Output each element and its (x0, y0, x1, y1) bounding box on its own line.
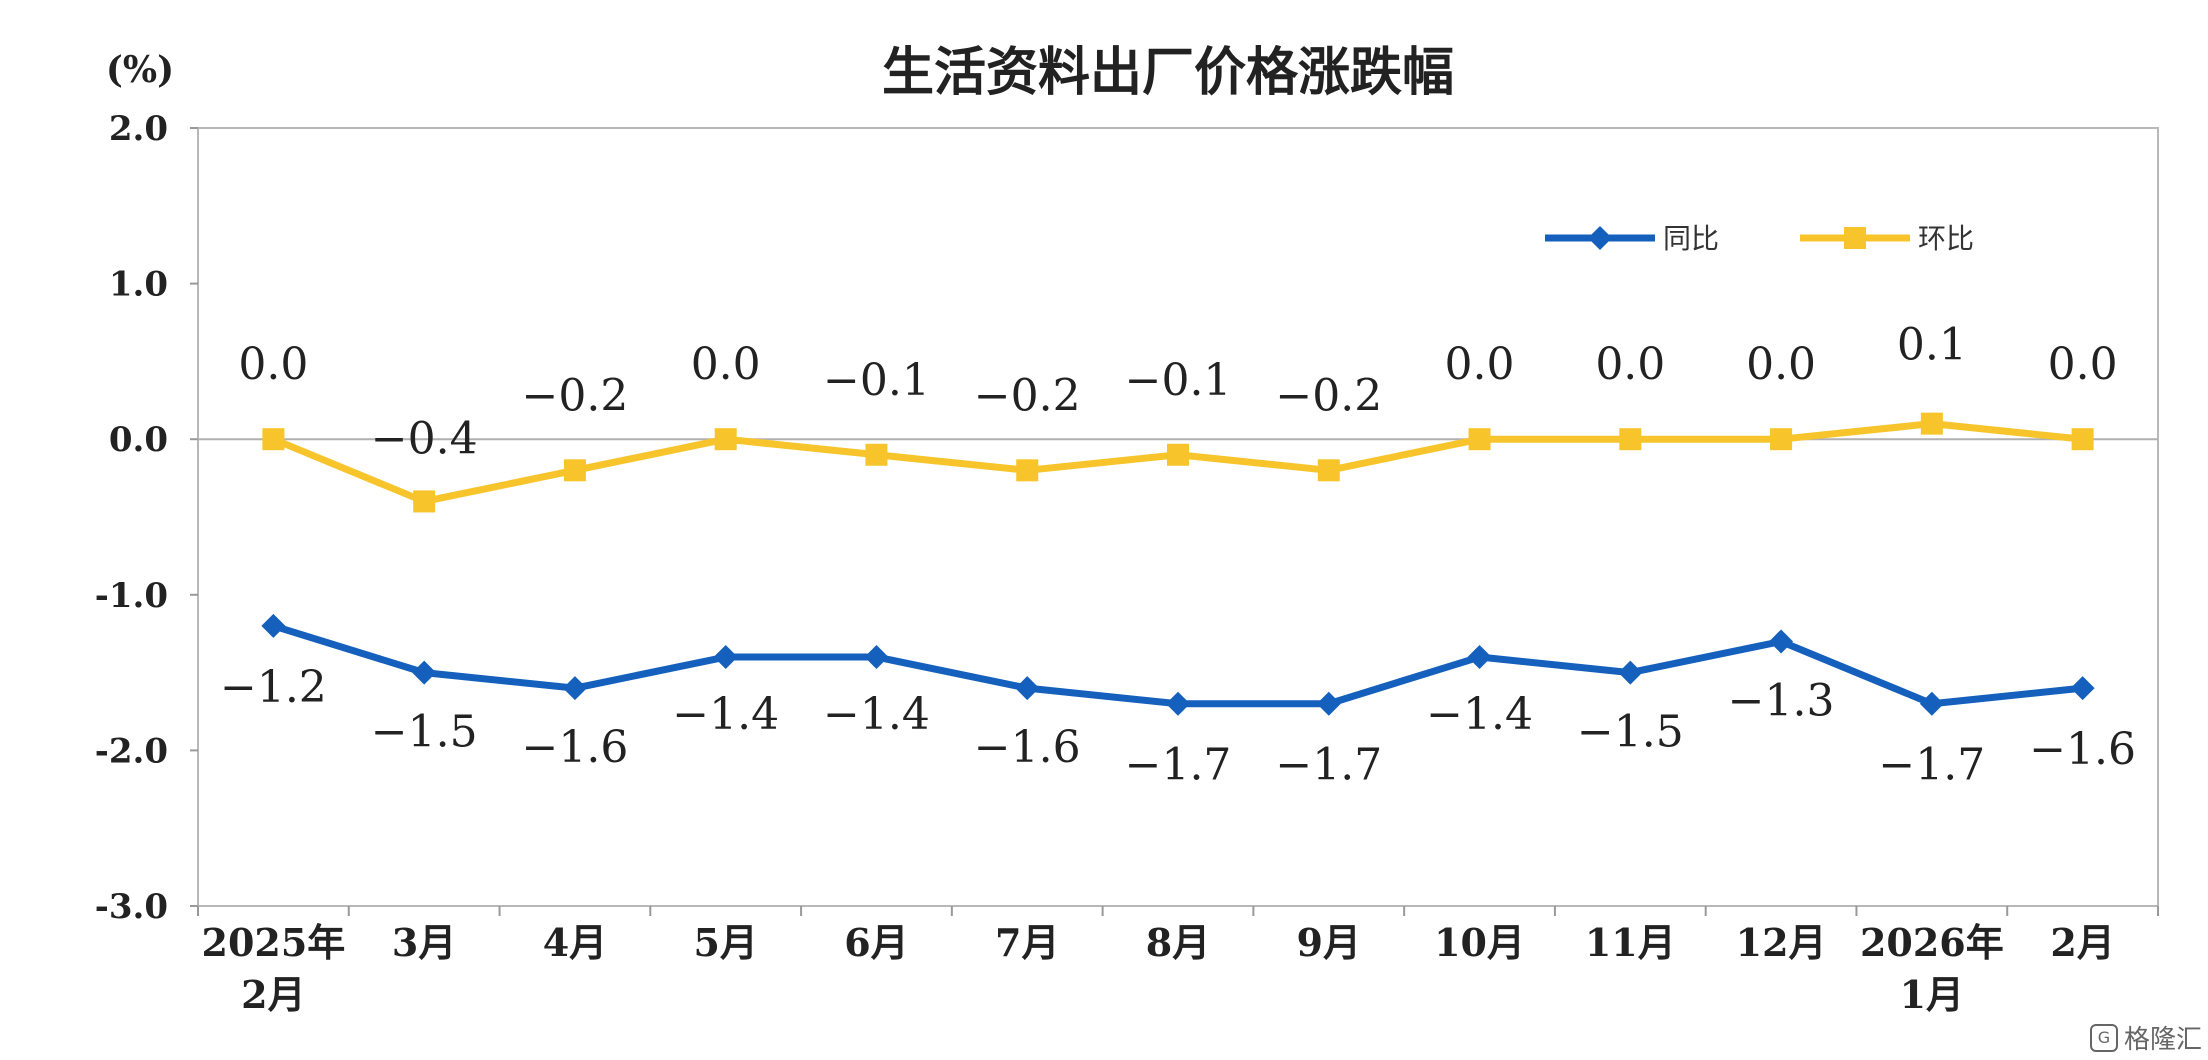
data-point-marker (1467, 645, 1492, 670)
data-point-marker (412, 660, 437, 685)
y-tick-label: 2.0 (109, 109, 168, 149)
y-tick-label: 1.0 (109, 265, 168, 305)
y-axis: 2.0 1.0 0.0 -1.0 -2.0 -3.0 (95, 109, 198, 927)
data-label-mom: 0.0 (238, 339, 308, 390)
data-label-mom: −0.4 (371, 413, 478, 464)
data-point-marker (1619, 428, 1642, 451)
data-label-yoy: −1.3 (1728, 675, 1835, 726)
x-tick-label: 12月 (1736, 920, 1827, 965)
data-point-marker (1919, 691, 1944, 716)
data-point-marker (1166, 691, 1190, 716)
data-label-yoy: −1.7 (1125, 740, 1232, 791)
data-label-mom: −0.1 (1125, 355, 1232, 406)
data-label-yoy: −1.7 (1275, 740, 1382, 791)
data-label-yoy: −1.6 (2029, 724, 2136, 775)
data-point-marker (1317, 459, 1340, 482)
x-tick-label: 9月 (1297, 920, 1361, 965)
data-point-marker (2071, 428, 2094, 451)
data-point-marker (714, 428, 737, 451)
data-label-yoy: −1.5 (1577, 707, 1684, 758)
data-label-mom: −0.2 (1275, 370, 1382, 421)
legend-label: 环比 (1918, 222, 1974, 255)
legend: 同比 环比 (1545, 222, 1974, 255)
y-tick-label: -2.0 (95, 731, 168, 771)
y-tick-label: -1.0 (95, 576, 168, 616)
x-tick-label: 3月 (392, 920, 456, 965)
x-tick-label: 11月 (1585, 920, 1676, 965)
x-tick-label: 8月 (1146, 920, 1210, 965)
data-point-marker (865, 443, 888, 466)
data-point-marker (1770, 428, 1793, 451)
data-point-marker (713, 645, 738, 670)
data-label-yoy: −1.4 (1426, 689, 1533, 740)
x-tick-label: 2025年 2月 (202, 920, 346, 1017)
data-label-yoy: −1.5 (371, 707, 478, 758)
x-axis: 2025年 2月 3月 4月 5月 6月 7月 8月 9月 10月 11月 12月 2026年 1月 2月 (197, 906, 2159, 1017)
watermark: G 格隆汇 (2089, 1019, 2202, 1056)
data-label-yoy: −1.7 (1878, 740, 1985, 791)
data-label-mom: −0.1 (823, 355, 930, 406)
data-point-marker (864, 645, 889, 670)
legend-marker (1588, 226, 1612, 250)
y-tick-label: -3.0 (95, 887, 168, 927)
data-point-marker (1167, 443, 1189, 466)
data-label-mom: 0.0 (691, 339, 761, 390)
data-point-marker (1468, 428, 1491, 451)
x-tick-label: 4月 (543, 920, 607, 965)
x-tick-label: 2026年 1月 (1860, 920, 2004, 1017)
legend-label: 同比 (1663, 222, 1719, 255)
chart-title: 生活资料出厂价格涨跌幅 (882, 43, 1454, 103)
data-label-yoy: −1.6 (974, 722, 1081, 773)
data-label-yoy: −1.6 (522, 722, 629, 773)
data-label-mom: 0.0 (1445, 339, 1515, 390)
x-tick-label: 6月 (844, 920, 908, 965)
gelonghui-logo-icon: G (2089, 1023, 2118, 1052)
data-label-yoy: −1.2 (220, 662, 327, 713)
y-axis-unit-label: (%) (106, 49, 174, 91)
data-point-marker (2070, 676, 2095, 701)
data-point-marker (563, 459, 586, 482)
series-layer: −1.2 −1.5 −1.6 −1.4 −1.4 −1.6 −1.7 −1.7 −1.4 −1.5… (220, 320, 2136, 791)
data-label-mom: 0.0 (1595, 339, 1665, 390)
data-point-marker (413, 490, 436, 513)
data-point-marker (262, 428, 285, 451)
data-label-yoy: −1.4 (672, 689, 779, 740)
data-point-marker (1015, 676, 1040, 701)
data-point-marker (1618, 660, 1643, 685)
plot-area-frame (197, 127, 2159, 907)
data-point-marker (1016, 459, 1039, 482)
legend-marker (1844, 227, 1866, 249)
data-label-mom: 0.0 (2048, 339, 2118, 390)
x-tick-label: 7月 (995, 920, 1059, 965)
x-tick-label: 2月 (2050, 920, 2114, 965)
data-point-marker (1769, 629, 1794, 654)
y-tick-label: 0.0 (109, 420, 168, 460)
data-point-marker (1920, 412, 1943, 435)
data-point-marker (1316, 691, 1341, 716)
data-label-mom: −0.2 (974, 370, 1081, 421)
watermark-text: 格隆汇 (2123, 1025, 2202, 1055)
data-label-mom: 0.1 (1897, 320, 1967, 371)
data-label-mom: −0.2 (522, 370, 629, 421)
data-label-mom: 0.0 (1746, 339, 1816, 390)
data-label-yoy: −1.4 (823, 689, 930, 740)
data-point-marker (562, 676, 587, 701)
x-tick-label: 10月 (1434, 920, 1525, 965)
x-tick-label: 5月 (693, 920, 757, 965)
data-point-marker (261, 613, 286, 638)
